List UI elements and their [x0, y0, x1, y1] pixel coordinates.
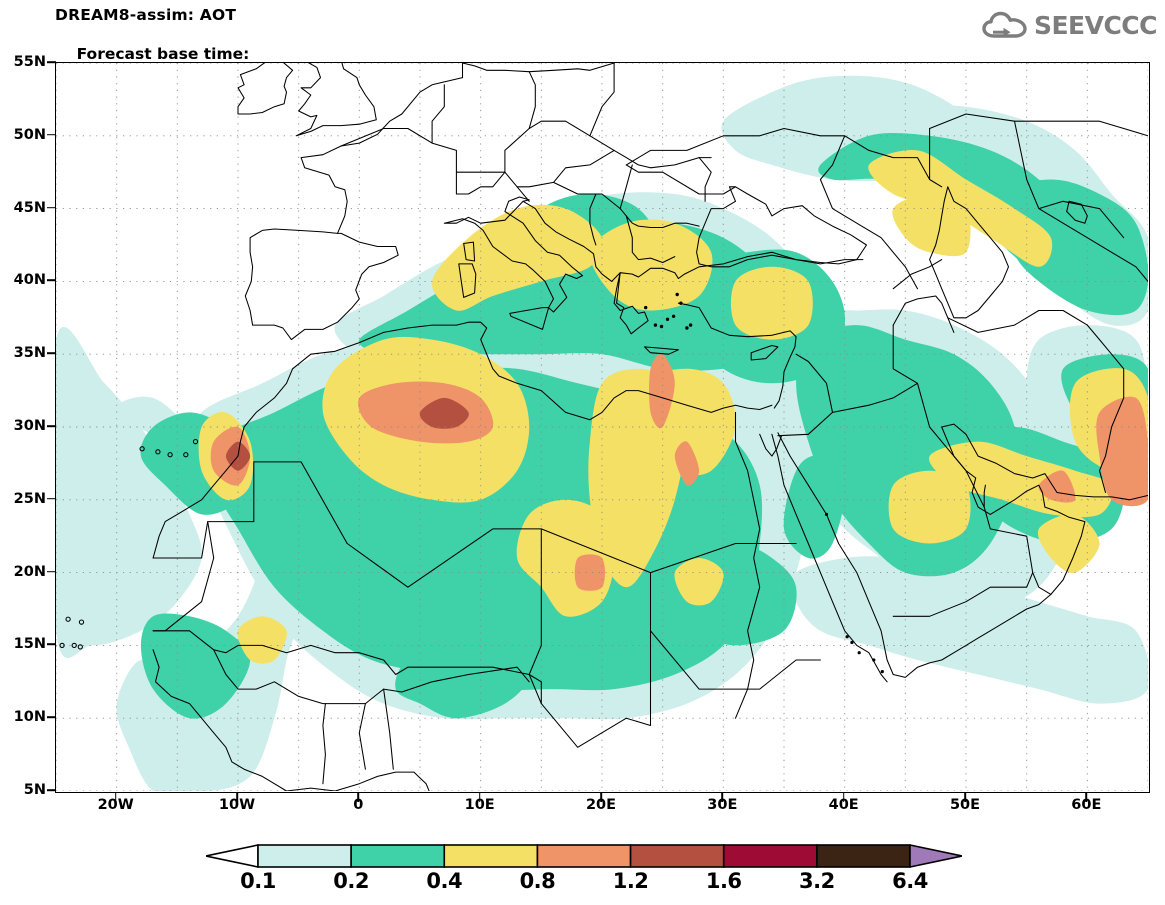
- colorbar-level-label: 1.6: [705, 869, 742, 893]
- aot-contour-fill: [56, 75, 1148, 791]
- lat-tick-label: 20N: [13, 563, 46, 580]
- colorbar-swatches: [206, 844, 962, 868]
- lat-tick-label: 5N: [23, 782, 46, 798]
- base-time-label: Forecast base time:: [76, 45, 250, 63]
- lat-tick-label: 45N: [13, 199, 46, 216]
- model-title: DREAM8-assim: AOT: [55, 6, 237, 24]
- lon-tick-label: 0: [353, 797, 364, 813]
- lon-tick-label: 20E: [585, 797, 617, 813]
- lat-tick-label: 35N: [13, 345, 46, 362]
- colorbar-level-label: 0.1: [240, 869, 276, 893]
- lat-tick-label: 15N: [13, 636, 46, 653]
- coastlines-and-borders: [59, 63, 1148, 791]
- lat-tick-mark: [47, 425, 56, 427]
- lat-tick-mark: [47, 352, 56, 354]
- colorbar-level-label: 0.2: [333, 869, 369, 893]
- cloud-arrow-icon: [982, 11, 1027, 38]
- lat-tick-mark: [47, 206, 56, 209]
- lon-tick-label: 30E: [707, 797, 738, 813]
- lat-tick-label: 30N: [13, 418, 46, 434]
- lon-tick-mark: [357, 793, 360, 802]
- logo-text: SEEVCCC: [1033, 10, 1158, 40]
- lat-tick-mark: [47, 134, 56, 136]
- lon-tick-mark: [1085, 793, 1088, 802]
- lon-tick-mark: [842, 793, 845, 802]
- lat-tick-mark: [47, 716, 56, 718]
- map-plot-area: [55, 62, 1150, 793]
- lat-tick-label: 50N: [13, 126, 46, 143]
- colorbar-level-label: 0.8: [519, 869, 556, 893]
- seevccc-logo: SEEVCCC: [982, 8, 1158, 42]
- lat-tick-mark: [47, 279, 56, 282]
- lat-tick-mark: [47, 643, 56, 646]
- lon-tick-label: 10E: [464, 797, 495, 813]
- aot-field-map: [56, 63, 1148, 791]
- lat-tick-label: 25N: [13, 490, 46, 507]
- lat-tick-mark: [47, 789, 56, 791]
- lon-tick-label: 40E: [828, 797, 859, 813]
- lon-tick-label: 60E: [1071, 797, 1102, 813]
- lon-tick-mark: [236, 793, 238, 802]
- lon-tick-mark: [114, 793, 117, 802]
- colorbar-level-label: 0.4: [426, 869, 463, 893]
- colorbar-level-label: 6.4: [892, 869, 928, 893]
- colorbar: [206, 843, 962, 869]
- lat-tick-label: 10N: [13, 709, 46, 726]
- lon-tick-mark: [478, 793, 481, 802]
- lat-tick-mark: [47, 498, 56, 500]
- lon-tick-label: 10W: [218, 797, 256, 813]
- lat-tick-label: 55N: [13, 54, 46, 70]
- lon-tick-mark: [964, 793, 966, 802]
- colorbar-level-label: 3.2: [798, 869, 835, 893]
- colorbar-tick-labels: 0.1 0.2 0.4 0.8 1.2 1.6 3.2 6.4: [206, 869, 962, 897]
- colorbar-level-label: 1.2: [612, 869, 649, 893]
- lat-tick-mark: [47, 570, 56, 573]
- lon-tick-mark: [721, 793, 724, 802]
- lat-tick-label: 40N: [13, 272, 46, 289]
- lon-tick-label: 20W: [97, 797, 134, 813]
- lat-tick-mark: [47, 61, 56, 63]
- lon-tick-mark: [600, 793, 602, 802]
- lon-tick-label: 50E: [949, 797, 981, 813]
